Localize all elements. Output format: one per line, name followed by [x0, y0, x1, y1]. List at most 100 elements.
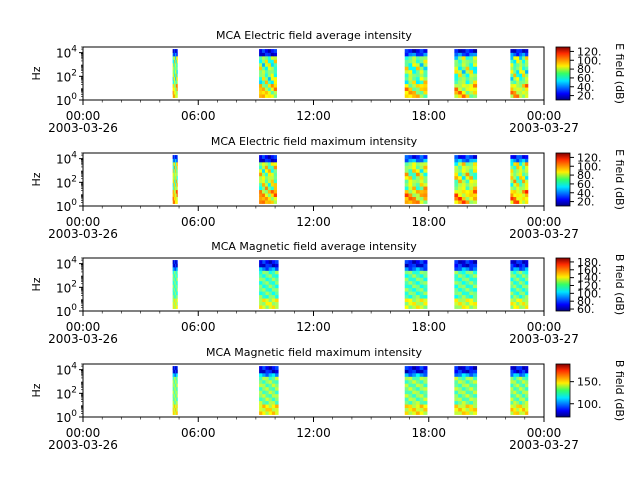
spectrogram-cell — [408, 186, 413, 191]
spectrogram-cell — [510, 165, 514, 170]
spectrogram-cell — [516, 200, 520, 204]
x-tick-label: 2003-03-26 — [48, 227, 118, 241]
spectrogram-cell — [267, 200, 272, 204]
spectrogram-cell — [173, 83, 175, 88]
spectrogram-cell — [513, 62, 517, 67]
spectrogram-cell — [423, 172, 428, 177]
spectrogram-cell — [473, 411, 478, 415]
spectrogram-cell — [461, 400, 466, 405]
spectrogram-cell — [270, 200, 275, 204]
spectrogram-cell — [461, 404, 466, 408]
spectrogram-cell — [516, 66, 520, 71]
spectrogram-cell — [525, 168, 529, 173]
spectrogram-cell — [404, 404, 409, 408]
spectrogram-cell — [259, 386, 263, 391]
spectrogram-cell — [522, 76, 526, 81]
spectrogram-cell — [469, 393, 474, 398]
spectrogram-cell — [172, 87, 174, 91]
spectrogram-cell — [469, 298, 474, 302]
spectrogram-cell — [522, 263, 526, 268]
spectrogram-cell — [513, 260, 517, 264]
spectrogram-cell — [522, 172, 526, 177]
spectrogram-cell — [522, 280, 526, 285]
spectrogram-cell — [175, 287, 177, 292]
y-tick-label: 104 — [56, 256, 77, 272]
spectrogram-cell — [172, 59, 174, 64]
spectrogram-cell — [423, 400, 428, 405]
colorbar-tick-label: 20. — [577, 196, 595, 209]
spectrogram-cell — [415, 284, 420, 289]
spectrogram-cell — [522, 273, 526, 278]
spectrogram-cell — [174, 172, 176, 177]
spectrogram-cell — [175, 390, 177, 395]
spectrogram-cell — [273, 200, 277, 204]
spectrogram-cell — [522, 73, 526, 78]
spectrogram-cell — [465, 270, 470, 275]
spectrogram-cell — [458, 277, 463, 282]
colorbar-tick-label: 150. — [577, 376, 602, 389]
spectrogram-cell — [412, 189, 417, 194]
spectrogram-cell — [473, 404, 478, 408]
spectrogram-cell — [458, 80, 463, 85]
spectrogram-cell — [172, 284, 174, 289]
spectrogram-cell — [415, 383, 420, 388]
spectrogram-cell — [419, 168, 424, 173]
spectrogram-cell — [510, 59, 514, 64]
spectrogram-cell — [262, 400, 266, 405]
spectrogram-cell — [408, 267, 413, 271]
spectrogram-cell — [172, 158, 174, 163]
spectrogram-cell — [423, 168, 428, 173]
spectrogram-cell — [454, 49, 459, 53]
spectrogram-cell — [174, 62, 176, 67]
spectrogram-cell — [412, 284, 417, 289]
spectrogram-cell — [408, 369, 413, 374]
spectrogram-cell — [473, 369, 478, 374]
spectrogram-cell — [175, 366, 177, 370]
colorbar-label: B field (dB) — [613, 254, 626, 315]
spectrogram-cell — [415, 155, 420, 159]
spectrogram-cell — [458, 62, 463, 67]
spectrogram-cell — [412, 155, 417, 159]
spectrogram-cell — [174, 298, 176, 302]
spectrogram-cell — [412, 404, 417, 408]
spectrogram-cell — [415, 56, 420, 60]
spectrogram-cell — [516, 69, 520, 74]
spectrogram-cell — [264, 175, 269, 180]
spectrogram-cell — [516, 305, 520, 309]
spectrogram-block — [172, 49, 178, 98]
spectrogram-cell — [469, 168, 474, 173]
spectrogram-cell — [419, 379, 424, 384]
spectrogram-cell — [404, 80, 409, 85]
spectrogram-cell — [519, 298, 523, 302]
spectrogram-cell — [516, 196, 520, 201]
spectrogram-cell — [473, 291, 478, 296]
spectrogram-cell — [175, 386, 177, 391]
spectrogram-cell — [404, 172, 409, 177]
spectrogram-cell — [473, 165, 478, 170]
spectrogram-cell — [525, 175, 529, 180]
spectrogram-cell — [273, 69, 277, 74]
spectrogram-cell — [175, 186, 177, 191]
spectrogram-cell — [271, 383, 276, 388]
spectrogram-cell — [423, 305, 428, 309]
spectrogram-cell — [175, 393, 177, 398]
spectrogram-cell — [172, 179, 174, 184]
spectrogram-cell — [176, 263, 178, 268]
spectrogram-cell — [513, 83, 517, 88]
spectrogram-cell — [176, 270, 178, 275]
spectrogram-cell — [516, 59, 520, 64]
spectrogram-cell — [513, 386, 517, 391]
spectrogram-cell — [461, 66, 466, 71]
spectrogram-cell — [408, 168, 413, 173]
spectrogram-cell — [473, 397, 478, 402]
spectrogram-cell — [176, 404, 178, 408]
spectrogram-cell — [419, 196, 424, 201]
spectrogram-cell — [454, 383, 459, 388]
spectrogram-cell — [270, 182, 275, 187]
spectrogram-cell — [175, 90, 177, 95]
spectrogram-cell — [423, 76, 428, 81]
spectrogram-cell — [173, 175, 175, 180]
spectrogram-cell — [275, 263, 279, 268]
spectrogram-cell — [259, 52, 263, 57]
spectrogram-cell — [176, 305, 178, 309]
